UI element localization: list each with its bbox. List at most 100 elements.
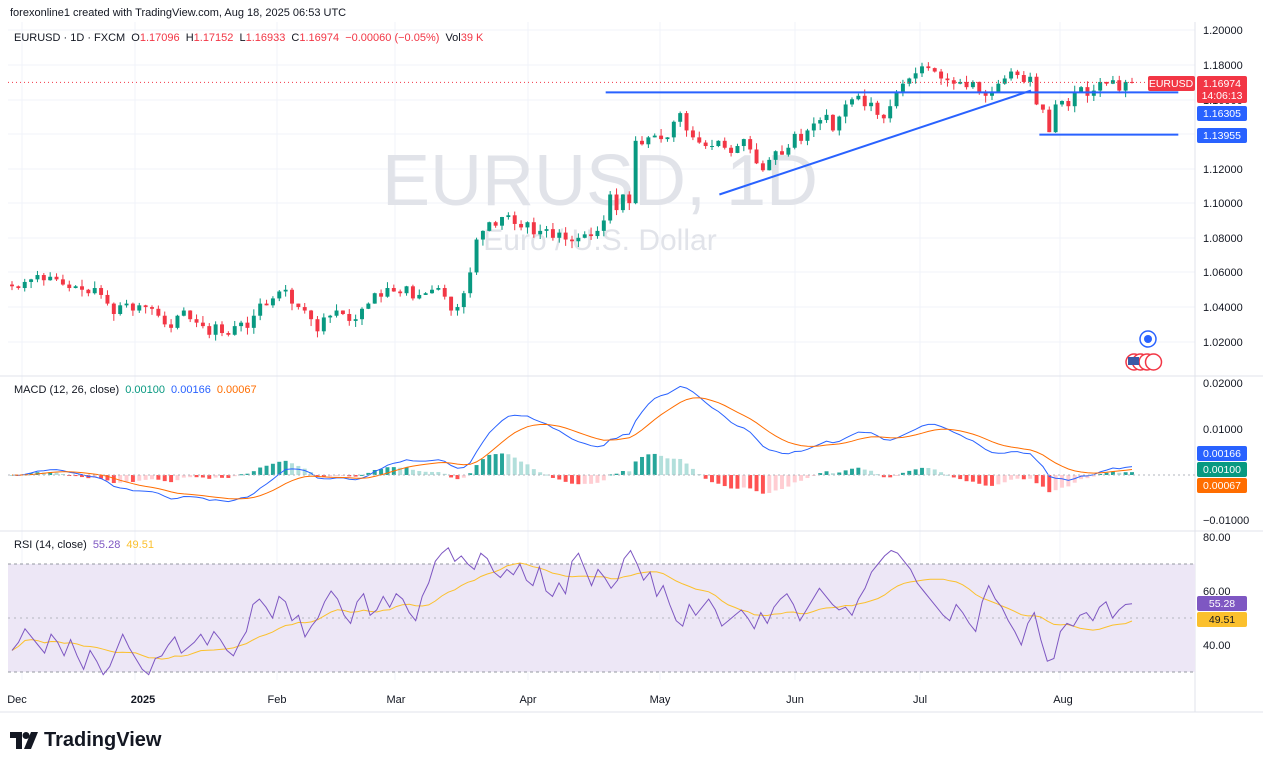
macd-hist-bar bbox=[964, 475, 969, 482]
macd-hist-bar bbox=[385, 467, 390, 475]
economic-events-icon[interactable] bbox=[1125, 330, 1163, 371]
macd-hist-bar bbox=[856, 467, 861, 475]
macd-hist-bar bbox=[1130, 472, 1134, 475]
macd-hist-bar bbox=[54, 472, 59, 475]
candle bbox=[468, 267, 473, 298]
macd-hist-bar bbox=[207, 475, 212, 479]
macd-hist-bar bbox=[188, 475, 193, 478]
macd-hist-bar bbox=[1079, 475, 1084, 480]
macd-hist-bar bbox=[913, 469, 918, 475]
candle bbox=[818, 117, 823, 131]
macd-hist-bar bbox=[1053, 475, 1058, 491]
macd-hist-bar bbox=[531, 469, 536, 475]
candle bbox=[538, 224, 543, 240]
candle bbox=[130, 302, 135, 316]
macd-title[interactable]: MACD (12, 26, close) bbox=[14, 384, 120, 396]
time-tick: Apr bbox=[519, 694, 536, 706]
macd-hist-bar bbox=[996, 475, 1001, 485]
candle bbox=[640, 136, 644, 146]
candle bbox=[423, 292, 428, 295]
svg-text:0.00067: 0.00067 bbox=[1203, 480, 1241, 492]
candle bbox=[169, 319, 174, 333]
brand-name: TradingView bbox=[44, 729, 162, 751]
candle bbox=[321, 313, 326, 335]
candle bbox=[920, 62, 924, 77]
macd-hist-bar bbox=[932, 469, 937, 475]
macd-hist-bar bbox=[716, 475, 721, 484]
candle bbox=[500, 216, 504, 230]
macd-hist-bar bbox=[881, 475, 886, 478]
macd-hist-bar bbox=[684, 463, 689, 475]
candle bbox=[665, 137, 670, 142]
candle bbox=[200, 316, 205, 329]
candle bbox=[900, 79, 905, 97]
macd-hist-bar bbox=[805, 475, 810, 479]
macd-hist-bar bbox=[671, 458, 676, 475]
candle bbox=[939, 68, 944, 85]
candle bbox=[162, 311, 167, 328]
candle bbox=[907, 77, 912, 87]
rsi-title[interactable]: RSI (14, close) bbox=[14, 539, 87, 551]
macd-legend[interactable]: MACD (12, 26, close) 0.00100 0.00166 0.0… bbox=[14, 384, 260, 396]
candle bbox=[780, 145, 784, 155]
tradingview-brand[interactable]: TradingView bbox=[10, 729, 161, 752]
candle bbox=[843, 100, 848, 124]
symbol-name[interactable]: EURUSD · 1D · FXCM bbox=[14, 32, 126, 44]
change-value: −0.00060 (−0.05%) bbox=[345, 32, 440, 44]
macd-hist-bar bbox=[296, 465, 301, 475]
macd-hist-bar bbox=[239, 474, 244, 476]
macd-hist-bar bbox=[780, 475, 784, 490]
macd-hist-bar bbox=[162, 475, 167, 482]
candle bbox=[487, 221, 492, 232]
rsi-ma-line bbox=[11, 562, 1133, 660]
rsi-legend[interactable]: RSI (14, close) 55.28 49.51 bbox=[14, 539, 157, 551]
time-axis[interactable]: Dec 2025 Feb Mar Apr May Jun Jul Aug bbox=[7, 694, 1073, 706]
macd-hist-bar bbox=[99, 475, 104, 479]
candle bbox=[239, 320, 244, 332]
macd-line-value: 0.00166 bbox=[171, 384, 211, 396]
macd-pane bbox=[8, 385, 1195, 503]
candle bbox=[811, 117, 816, 138]
candle bbox=[678, 111, 683, 127]
symbol-legend[interactable]: EURUSD · 1D · FXCM O1.17096 H1.17152 L1.… bbox=[14, 32, 486, 44]
candle bbox=[881, 113, 886, 124]
candle bbox=[35, 270, 40, 283]
candle bbox=[264, 299, 269, 306]
trend-line[interactable] bbox=[719, 89, 1032, 196]
macd-hist-bar bbox=[468, 473, 473, 475]
macd-hist-bar bbox=[111, 475, 116, 484]
candle bbox=[1009, 68, 1014, 81]
candle bbox=[430, 285, 434, 294]
candle bbox=[856, 93, 861, 101]
macd-hist-bar bbox=[245, 473, 250, 475]
candle bbox=[99, 285, 104, 299]
candle bbox=[1104, 81, 1109, 86]
macd-hist-bar bbox=[818, 473, 823, 475]
candle bbox=[48, 272, 53, 281]
macd-hist-bar bbox=[939, 472, 944, 475]
macd-hist-bar bbox=[410, 469, 415, 475]
candle bbox=[716, 140, 721, 148]
macd-hist-bar bbox=[627, 471, 632, 475]
candle bbox=[213, 321, 218, 341]
macd-hist-bar bbox=[232, 475, 237, 477]
macd-hist-bar bbox=[442, 473, 447, 475]
macd-hist-bar bbox=[60, 473, 65, 475]
macd-hist-bar bbox=[1060, 475, 1064, 488]
macd-hist-bar bbox=[360, 474, 364, 476]
candle bbox=[1021, 71, 1026, 84]
candle bbox=[690, 126, 695, 141]
macd-hist-bar bbox=[430, 471, 434, 475]
candle bbox=[379, 289, 384, 303]
macd-hist-bar bbox=[875, 474, 880, 476]
candle bbox=[570, 235, 574, 249]
drawings-layer[interactable] bbox=[8, 81, 1195, 196]
macd-hist-bar bbox=[582, 475, 587, 484]
candle bbox=[671, 120, 676, 142]
macd-hist-bar bbox=[970, 475, 975, 482]
candle bbox=[627, 191, 632, 211]
macd-hist-bar bbox=[480, 459, 485, 475]
macd-hist-bar bbox=[1040, 475, 1045, 487]
